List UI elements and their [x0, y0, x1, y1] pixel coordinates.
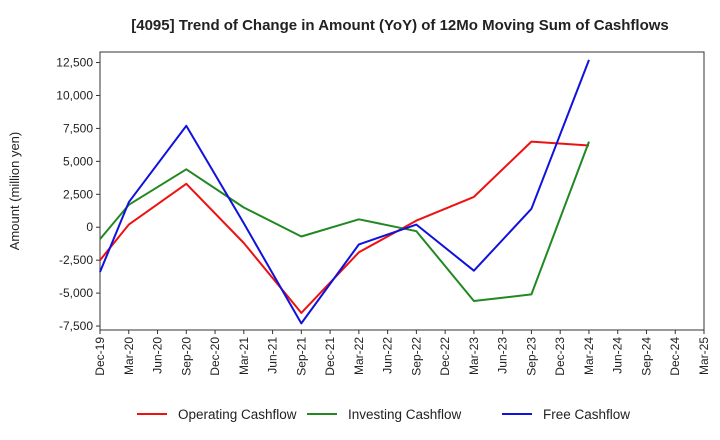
x-tick-label: Dec-23 — [553, 337, 567, 376]
x-tick-label: Jun-23 — [496, 337, 510, 374]
x-tick-label: Dec-22 — [438, 337, 452, 376]
chart-title: [4095] Trend of Change in Amount (YoY) o… — [131, 17, 669, 34]
y-tick-label: 0 — [86, 220, 93, 234]
y-tick-label: 2,500 — [63, 187, 93, 201]
y-tick-label: -7,500 — [59, 319, 93, 333]
y-tick-label: 10,000 — [56, 88, 93, 102]
x-tick-label: Sep-22 — [409, 337, 423, 376]
series-line-2 — [99, 141, 590, 302]
series-line-3 — [99, 59, 590, 325]
axes: -7,500 -5,000 -2,500 0 2,500 5,000 7,500 10,000… — [56, 51, 711, 376]
x-tick-label: Sep-20 — [179, 337, 193, 376]
x-tick-label: Jun-21 — [266, 337, 280, 374]
y-tick-label: -5,000 — [59, 286, 93, 300]
x-tick-label: Mar-24 — [582, 337, 596, 375]
x-tick-label: Dec-20 — [208, 337, 222, 376]
x-tick-label: Dec-24 — [668, 337, 682, 376]
y-tick-label: 7,500 — [63, 121, 93, 135]
x-tick-label: Mar-25 — [697, 337, 711, 375]
x-tick-label: Mar-20 — [122, 337, 136, 375]
series-lines — [99, 59, 590, 325]
x-tick-label: Dec-19 — [93, 337, 107, 376]
x-tick-label: Mar-21 — [237, 337, 251, 375]
plot-frame — [99, 51, 705, 331]
x-tick-label: Mar-22 — [352, 337, 366, 375]
x-tick-label: Jun-22 — [381, 337, 395, 374]
x-tick-label: Jun-20 — [151, 337, 165, 374]
legend-label: Operating Cashflow — [178, 407, 297, 422]
x-tick-label: Sep-21 — [294, 337, 308, 376]
legend: Operating Cashflow Investing Cashflow Free… — [137, 407, 630, 422]
x-tick-label: Sep-23 — [524, 337, 538, 376]
y-tick-label: -2,500 — [59, 253, 93, 267]
x-tick-label: Dec-21 — [323, 337, 337, 376]
x-tick-label: Sep-24 — [639, 337, 653, 376]
y-tick-label: 12,500 — [56, 56, 93, 70]
y-axis-label: Amount (million yen) — [7, 132, 22, 251]
x-tick-label: Jun-24 — [611, 337, 625, 374]
legend-label: Free Cashflow — [543, 407, 630, 422]
legend-label: Investing Cashflow — [348, 407, 462, 422]
x-tick-label: Mar-23 — [467, 337, 481, 375]
y-tick-label: 5,000 — [63, 154, 93, 168]
